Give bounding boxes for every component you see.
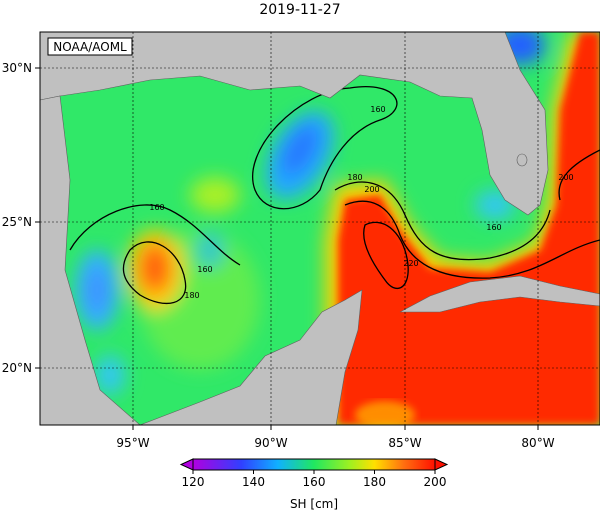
colorbar-arrow [179,458,194,471]
contour-label: 160 [149,203,164,212]
lon-label: 90°W [254,436,287,450]
colorbar-label: SH [cm] [290,497,338,511]
colorbar-arrow [434,458,449,471]
lat-label: 30°N [2,61,32,75]
lat-label: 25°N [2,215,32,229]
contour-label: 160 [197,265,212,274]
land [40,32,600,425]
colorbar-tick-label: 160 [303,475,326,489]
contour-label: 160 [370,105,385,114]
lat-label: 20°N [2,361,32,375]
contour-label: 200 [364,185,379,194]
colorbar-tick-label: 200 [424,475,447,489]
graticule [40,32,600,425]
lon-label: 85°W [388,436,421,450]
colorbar [192,458,436,471]
contour-label: 220 [403,259,418,268]
badge-box [47,37,133,56]
colorbar-tick-label: 120 [182,475,205,489]
warm-region [338,32,600,425]
colorbar-tick-label: 180 [363,475,386,489]
contour-label: 180 [347,173,362,182]
colorbar-tick-label: 140 [242,475,265,489]
contour-label: 160 [486,223,501,232]
contour-label: 180 [184,291,199,300]
lon-label: 80°W [521,436,554,450]
badge: NOAA/AOML [53,40,127,54]
lon-label: 95°W [116,436,149,450]
contours [69,86,600,304]
frame [39,31,600,426]
contour-label: 200 [558,173,573,182]
title: 2019-11-27 [259,2,340,18]
